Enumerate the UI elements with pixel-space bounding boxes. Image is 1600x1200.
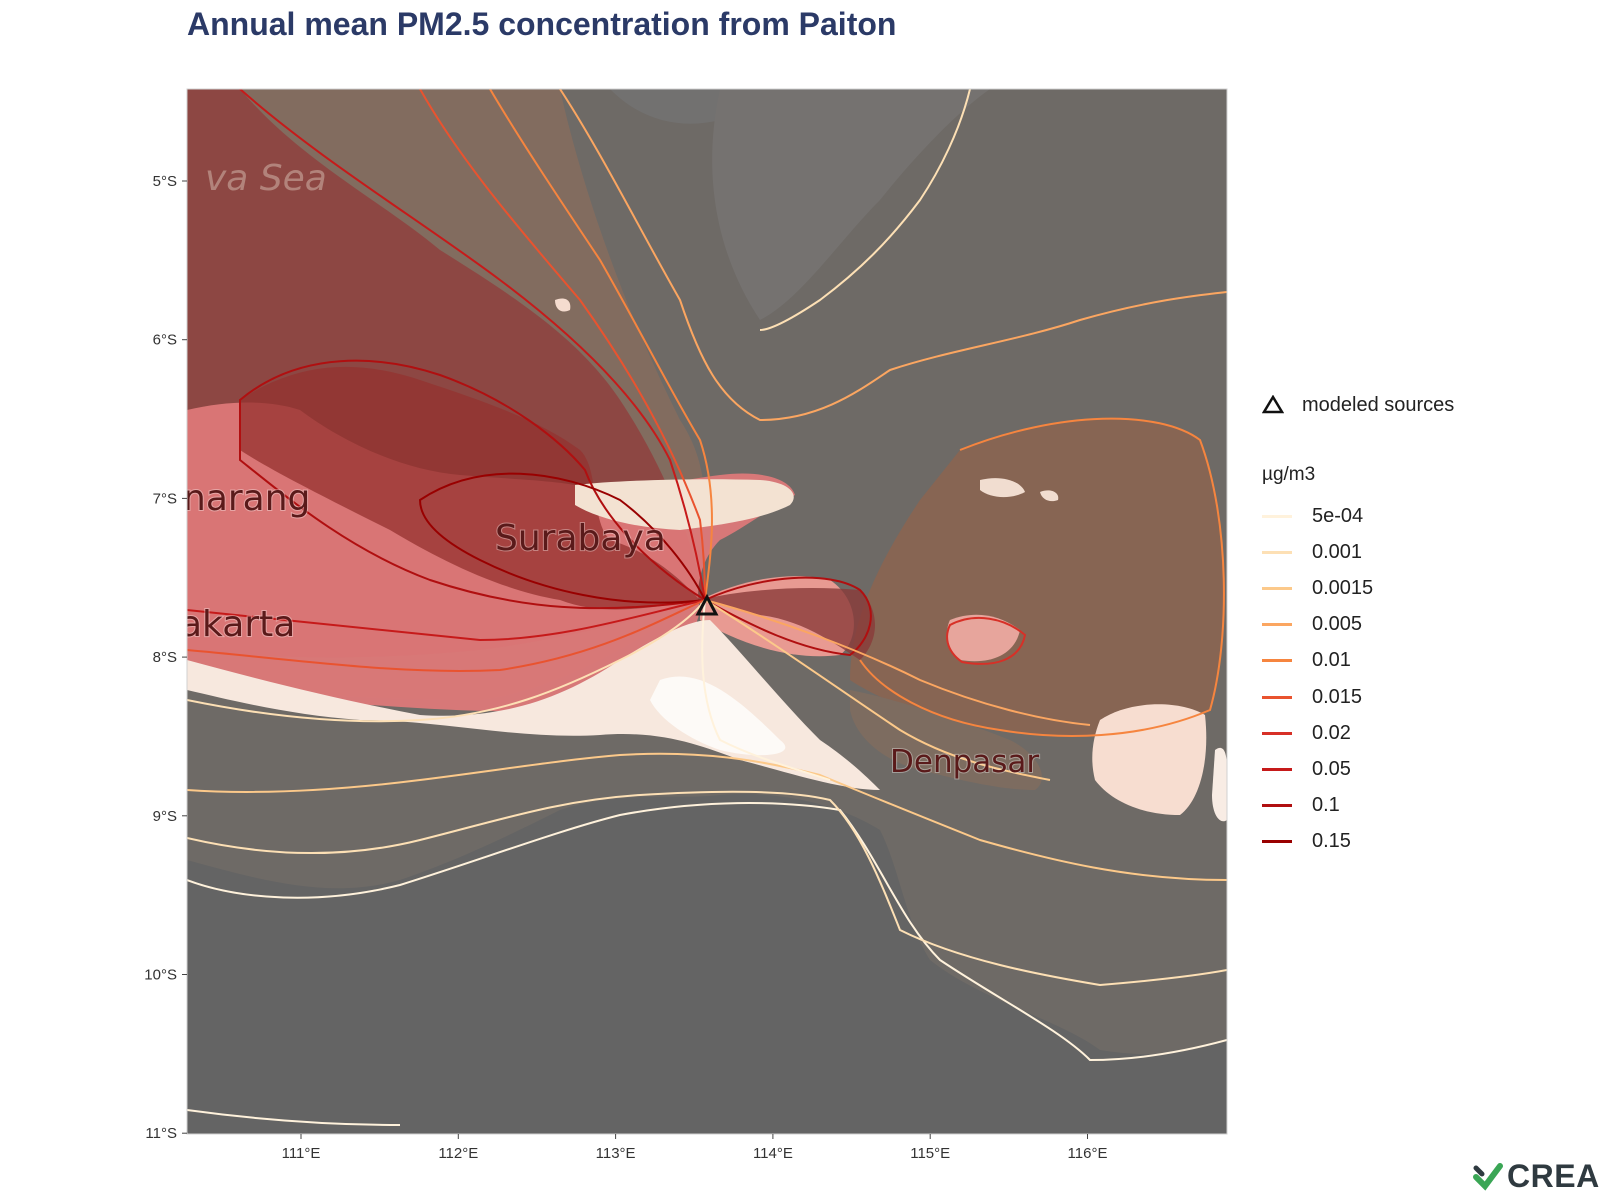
x-axis: 111°E 112°E 113°E 114°E 115°E 116°E [282, 1134, 1108, 1162]
contour-0.0015-east [704, 599, 1051, 781]
east-java-dark [700, 588, 875, 660]
legend-level-label: 0.001 [1312, 540, 1363, 563]
south-java-coast [187, 620, 880, 790]
legend-level-row: 0.15 [1262, 824, 1454, 860]
contour-0.001-west [187, 599, 706, 723]
legend-line-key [1262, 731, 1292, 735]
contour-0.015-west [187, 599, 706, 672]
contour-0.005-east [704, 599, 1091, 726]
x-tick-label: 113°E [596, 1145, 636, 1162]
legend-level-row: 0.0015 [1262, 570, 1454, 606]
legend-level-row: 0.001 [1262, 534, 1454, 570]
legend-source-label: modeled sources [1302, 393, 1455, 416]
legend-level-label: 0.05 [1312, 757, 1351, 780]
legend-line-key [1262, 623, 1292, 627]
sea-label: va Sea [205, 158, 327, 199]
panel-border [186, 88, 1228, 1135]
crea-logo-icon [1473, 1162, 1503, 1191]
contour-lines [187, 89, 1227, 1126]
crea-logo: CREA [1473, 1158, 1600, 1195]
legend-level-row: 0.05 [1262, 751, 1454, 787]
contour-0.05-west [187, 599, 706, 642]
contour-0.015-north [419, 89, 706, 601]
x-tick-label: 116°E [1068, 1145, 1108, 1162]
legend-level-row: 0.01 [1262, 643, 1454, 679]
legend-level-row: 0.005 [1262, 607, 1454, 643]
bawean-island [555, 298, 571, 312]
y-tick-label: 11°S [145, 1125, 177, 1142]
bali-island [850, 690, 1042, 790]
legend-line-key [1262, 695, 1292, 699]
sumbawa-edge [1212, 747, 1227, 822]
legend-level-label: 0.015 [1312, 685, 1363, 708]
contour-5e-04-east [701, 599, 831, 781]
legend-line-key [1262, 840, 1292, 844]
contour-5e-04-far-south [187, 1109, 401, 1126]
paiton-south-coast [650, 676, 786, 756]
contour-0.01-east [859, 417, 1225, 737]
legend-level-row: 5e-04 [1262, 498, 1454, 534]
legend-level-row: 0.1 [1262, 788, 1454, 824]
legend-line-key [1262, 550, 1292, 554]
y-tick-label: 5°S [153, 173, 177, 190]
legend-level-row: 0.015 [1262, 679, 1454, 715]
y-tick-label: 10°S [144, 967, 177, 984]
paiton-source-marker [695, 593, 719, 616]
contour-0.01-north [489, 89, 713, 601]
kangean-island [980, 478, 1025, 498]
contour-0.05-north [239, 89, 706, 601]
legend-source-row: modeled sources [1262, 390, 1454, 420]
contour-5e-04-south [187, 802, 1227, 1062]
southern-ocean-zone [187, 794, 1227, 1134]
legend-unit-title: µg/m3 [1262, 464, 1316, 485]
plume-core [240, 366, 700, 610]
bali-north-patch [947, 614, 1020, 662]
kangean-island-small [1040, 490, 1059, 502]
contour-0.0015-south [187, 752, 1227, 881]
legend-level-label: 5e-04 [1312, 504, 1364, 527]
legend-line-key [1262, 514, 1292, 518]
legend-level-label: 0.0015 [1312, 576, 1374, 599]
surabaya-label: Surabaya [495, 518, 666, 559]
legend-line-key [1262, 767, 1292, 771]
legend-level-label: 0.02 [1312, 721, 1351, 744]
contour-0.005-north [559, 89, 1227, 422]
lombok-island [1092, 704, 1207, 815]
y-tick-label: 9°S [153, 808, 177, 825]
y-tick-label: 6°S [153, 332, 177, 349]
map-panel: va Sea narang Surabaya akarta Denpasar [180, 89, 1227, 1134]
legend-level-label: 0.01 [1312, 649, 1351, 672]
y-axis: 5°S 6°S 7°S 8°S 9°S 10°S 11°S [144, 173, 187, 1142]
contour-0.001-north [759, 89, 971, 331]
east-plume [850, 418, 1224, 736]
x-tick-label: 115°E [910, 1145, 950, 1162]
legend-level-row: 0.02 [1262, 715, 1454, 751]
legend-line-key [1262, 586, 1292, 590]
triangle-icon [1262, 395, 1284, 414]
semarang-label: narang [183, 478, 310, 519]
north-low-zone-2 [712, 89, 990, 320]
legend-level-label: 0.005 [1312, 613, 1363, 636]
legend: modeled sources µg/m3 5e-04 0.001 0.0015 0.… [1262, 390, 1454, 860]
y-tick-label: 8°S [153, 649, 177, 666]
contour-0.001-south [187, 790, 1227, 987]
legend-line-key [1262, 659, 1292, 663]
legend-line-key [1262, 804, 1292, 808]
legend-levels: 5e-04 0.001 0.0015 0.005 0.01 0.015 0.02 0.05 0.… [1262, 498, 1454, 860]
contour-0.1-east [704, 576, 872, 657]
contour-0.1-core [239, 359, 708, 610]
chart-title: Annual mean PM2.5 concentration from Pai… [187, 6, 897, 42]
x-tick-label: 111°E [282, 1145, 321, 1162]
x-tick-label: 112°E [438, 1145, 478, 1162]
contour-0.02-bali [946, 617, 1027, 665]
denpasar-label: Denpasar [890, 744, 1039, 780]
crea-logo-text: CREA [1507, 1158, 1600, 1194]
yogyakarta-label: akarta [180, 604, 295, 645]
legend-level-label: 0.1 [1312, 794, 1340, 817]
legend-level-label: 0.15 [1312, 830, 1351, 853]
x-tick-label: 114°E [753, 1145, 793, 1162]
y-tick-label: 7°S [153, 490, 177, 507]
